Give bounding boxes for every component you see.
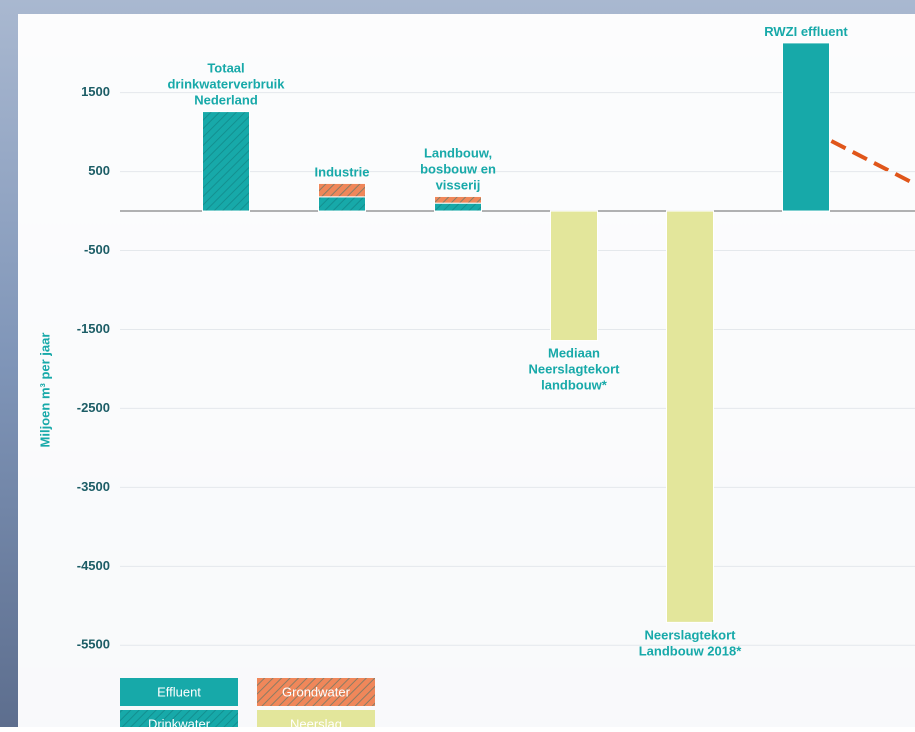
- bar: [202, 111, 250, 212]
- y-tick-label: -2500: [77, 400, 110, 415]
- bar: [550, 210, 598, 342]
- category-label: Totaal drinkwaterverbruik Nederland: [167, 61, 285, 108]
- category-label: Neerslagtekort Landbouw 2018*: [639, 628, 743, 659]
- arrow-decoration: [809, 128, 915, 186]
- y-tick-label: 500: [88, 163, 110, 178]
- y-tick-label: -4500: [77, 558, 110, 573]
- y-tick-label: 1500: [81, 84, 110, 99]
- legend-swatch: [120, 678, 238, 706]
- y-axis-label: Miljoen m³ per jaar: [37, 333, 52, 448]
- category-label: Mediaan Neerslagtekort landbouw*: [528, 346, 620, 393]
- legend-label: Grondwater: [282, 684, 351, 699]
- bar: [666, 210, 714, 623]
- bar: [318, 196, 366, 212]
- category-label: Industrie: [315, 165, 370, 180]
- legend-label: Drinkwater: [148, 716, 211, 727]
- y-tick-label: -3500: [77, 479, 110, 494]
- y-tick-label: -500: [84, 242, 110, 257]
- legend-label: Effluent: [157, 684, 201, 699]
- category-label: Landbouw, bosbouw en visserij: [420, 146, 496, 193]
- y-tick-label: -1500: [77, 321, 110, 336]
- bar: [434, 195, 482, 204]
- panel: [18, 14, 915, 727]
- bar: [782, 42, 830, 212]
- legend-label: Neerslag: [290, 716, 342, 727]
- category-label: RWZI effluent: [764, 24, 848, 39]
- legend-swatch: [257, 678, 375, 706]
- y-tick-label: -5500: [77, 637, 110, 652]
- bar: [318, 182, 366, 198]
- bar: [434, 202, 482, 212]
